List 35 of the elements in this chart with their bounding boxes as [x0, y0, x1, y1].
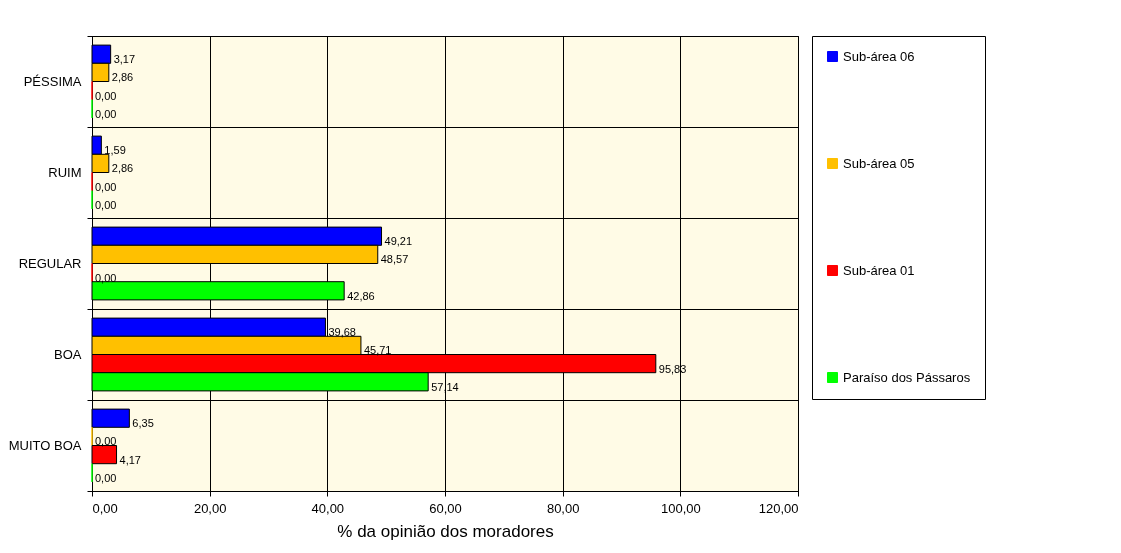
legend-label: Paraíso dos Pássaros — [843, 369, 971, 385]
data-label: 2,86 — [111, 71, 134, 84]
x-tick-label: 100,00 — [660, 500, 701, 516]
legend-label: Sub-área 01 — [843, 262, 915, 278]
data-label: 2,86 — [111, 162, 134, 175]
data-label: 0,00 — [95, 471, 117, 484]
y-tick-label: BOA — [54, 347, 82, 362]
x-tick-label: 40,00 — [311, 500, 345, 516]
x-axis-title: % da opinião dos moradores — [337, 521, 554, 541]
data-label: 45,71 — [363, 344, 392, 357]
x-tick-label: 0,00 — [92, 500, 118, 516]
legend-label: Sub-área 06 — [843, 48, 915, 64]
data-label: 42,86 — [347, 289, 375, 302]
y-tick-label: MUITO BOA — [8, 438, 82, 453]
data-label: 3,17 — [113, 53, 136, 66]
data-label: 48,57 — [380, 253, 409, 266]
y-tick-label: RUIM — [48, 165, 82, 180]
data-label: 4,17 — [119, 453, 141, 466]
x-tick-label: 20,00 — [193, 500, 227, 516]
data-label: 1,59 — [104, 144, 126, 157]
data-label: 0,00 — [95, 271, 117, 284]
data-label: 0,00 — [95, 435, 117, 448]
data-label: 6,35 — [132, 417, 154, 430]
y-tick-label: REGULAR — [18, 256, 82, 271]
data-label: 49,21 — [384, 235, 413, 248]
x-tick-label: 120,00 — [758, 500, 799, 516]
data-label: 0,00 — [95, 107, 117, 120]
data-label: 0,00 — [95, 180, 117, 193]
x-tick-label: 80,00 — [546, 500, 580, 516]
y-tick-label: PÉSSIMA — [23, 74, 82, 89]
legend-label: Sub-área 05 — [843, 155, 915, 171]
x-tick-label: 60,00 — [429, 500, 462, 516]
data-label: 0,00 — [95, 198, 117, 211]
data-label: 39,68 — [328, 326, 356, 339]
data-label: 0,00 — [95, 89, 117, 102]
